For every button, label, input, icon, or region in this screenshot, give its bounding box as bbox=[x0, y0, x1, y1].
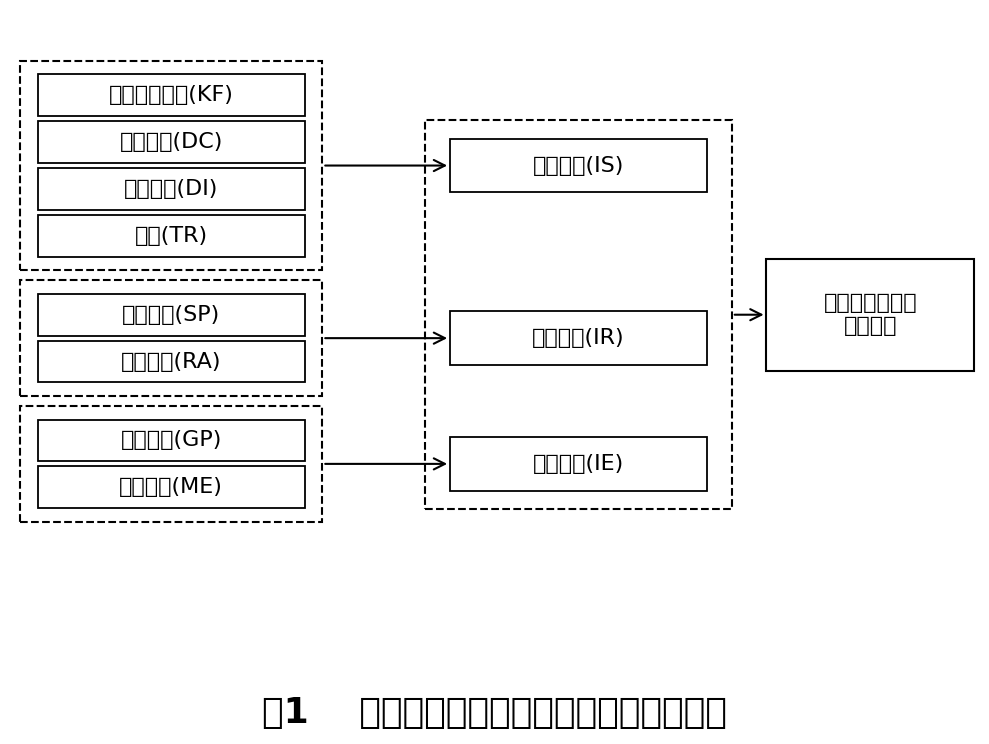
Bar bbox=[450, 437, 707, 491]
Text: 创新资源(IR): 创新资源(IR) bbox=[532, 328, 625, 348]
Text: 产学研协同创新
生态系统: 产学研协同创新 生态系统 bbox=[824, 293, 917, 336]
Text: 市场环境(ME): 市场环境(ME) bbox=[119, 478, 224, 497]
Bar bbox=[450, 138, 707, 193]
Bar bbox=[20, 406, 322, 522]
Bar bbox=[38, 168, 305, 210]
Text: 共享平台(SP): 共享平台(SP) bbox=[122, 305, 221, 324]
Text: 资源配置(RA): 资源配置(RA) bbox=[121, 352, 222, 371]
Text: 信任(TR): 信任(TR) bbox=[135, 226, 208, 246]
Bar bbox=[38, 341, 305, 382]
Bar bbox=[38, 294, 305, 336]
Bar bbox=[450, 312, 707, 365]
Text: 政府政策(GP): 政府政策(GP) bbox=[121, 431, 222, 450]
Text: 协作程度(DC): 协作程度(DC) bbox=[120, 132, 223, 152]
Bar bbox=[766, 259, 974, 371]
Bar bbox=[38, 74, 305, 116]
Bar bbox=[38, 215, 305, 257]
Text: 知识融合能力(KF): 知识融合能力(KF) bbox=[109, 86, 233, 105]
Bar bbox=[425, 120, 732, 509]
Bar bbox=[38, 420, 305, 461]
Bar bbox=[20, 61, 322, 270]
Text: 创新环境(IE): 创新环境(IE) bbox=[533, 454, 624, 474]
Bar bbox=[38, 121, 305, 163]
Text: 利益分配(DI): 利益分配(DI) bbox=[124, 179, 219, 199]
Text: 图1    产学研协同创新生态系统影响因素模型: 图1 产学研协同创新生态系统影响因素模型 bbox=[262, 696, 727, 730]
Bar bbox=[38, 466, 305, 508]
Text: 创新主体(IS): 创新主体(IS) bbox=[533, 155, 624, 176]
Bar bbox=[20, 280, 322, 396]
